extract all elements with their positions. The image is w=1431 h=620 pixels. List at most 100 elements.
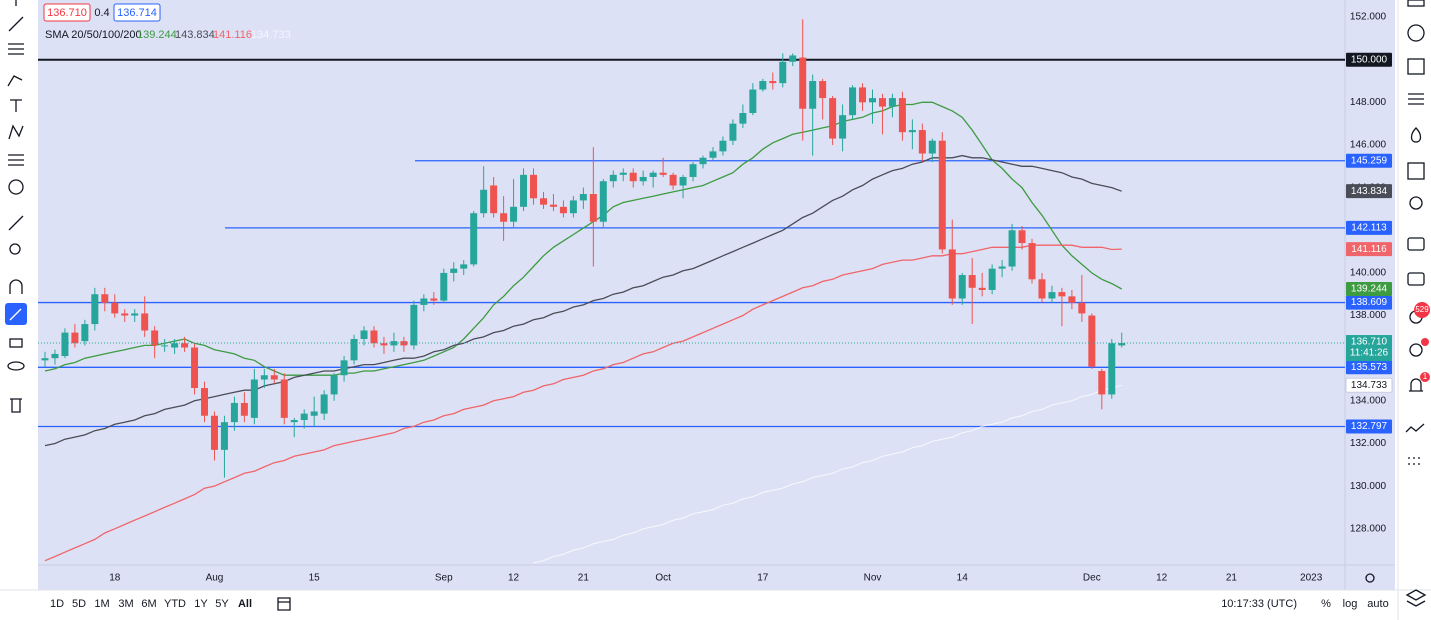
candle-body [639, 176, 647, 182]
tool-trendline[interactable] [8, 16, 24, 32]
indicator-value: 134.733 [251, 29, 291, 41]
candle-body [201, 388, 209, 416]
hline-label: 132.797 [1351, 421, 1388, 432]
candle-body [779, 61, 787, 84]
candle-body [181, 343, 189, 348]
candle-body [649, 172, 657, 177]
hline-label: 142.113 [1351, 222, 1387, 233]
candle-body [1008, 230, 1016, 267]
x-tick-label: Oct [655, 573, 671, 584]
tool-pattern[interactable] [8, 124, 24, 140]
timeframe-button[interactable]: 3M [118, 598, 133, 610]
ask-box[interactable] [113, 3, 161, 22]
tool-text[interactable] [10, 99, 22, 112]
candle-body [789, 55, 797, 62]
candle-body [91, 294, 99, 325]
timeframe-button[interactable]: All [238, 598, 252, 610]
candle-body [400, 341, 408, 346]
side-news[interactable] [1407, 58, 1425, 75]
timeframe-button[interactable]: 5D [72, 598, 86, 610]
side-ideas[interactable] [1409, 196, 1423, 210]
date-range-icon[interactable] [277, 597, 291, 611]
side-hot[interactable] [1410, 127, 1422, 143]
y-tick-label: 138.000 [1350, 310, 1387, 321]
candle-body [131, 313, 139, 316]
indicator-value: 139.244 [137, 29, 177, 41]
bid-box[interactable] [43, 3, 91, 22]
side-calendar[interactable] [1407, 162, 1425, 180]
candle-body [1028, 243, 1036, 280]
candle-body [410, 304, 418, 346]
side-watchlist[interactable] [1407, 0, 1425, 7]
candle-body [101, 294, 109, 303]
ma-label: 141.116 [1351, 244, 1387, 255]
side-list[interactable] [1408, 93, 1424, 105]
candle-body [918, 130, 926, 154]
side-data[interactable] [1408, 457, 1420, 465]
tool-lock-draw[interactable] [9, 308, 22, 321]
candle-body [1118, 343, 1126, 346]
candle-body [799, 57, 807, 109]
candle-body [440, 272, 448, 301]
candle-body [380, 343, 388, 346]
candle-body [849, 87, 857, 116]
side-live[interactable] [1409, 343, 1423, 357]
candle-body [51, 353, 59, 359]
tool-magnet[interactable] [9, 279, 23, 294]
timeframe-button[interactable]: 1D [50, 598, 64, 610]
candle-body [250, 379, 258, 418]
candle-body [968, 275, 976, 288]
last-price-bg [1346, 335, 1392, 362]
ma-label: 134.733 [1351, 380, 1388, 391]
candle-body [71, 332, 79, 344]
timeframe-button[interactable]: 6M [141, 598, 156, 610]
candle-body [300, 413, 308, 421]
candle-body [928, 140, 936, 154]
tool-lock[interactable] [9, 338, 23, 348]
tool-trash[interactable] [10, 398, 22, 413]
x-tick-label: 17 [757, 573, 769, 584]
candle-body [868, 98, 876, 103]
candle-body [430, 298, 438, 301]
side-layers[interactable] [1405, 589, 1427, 607]
tool-zoom[interactable] [9, 243, 21, 255]
timeframe-button[interactable]: 1Y [194, 598, 208, 610]
tool-brush[interactable] [7, 75, 23, 87]
scale-button[interactable]: auto [1367, 598, 1388, 610]
candle-body [978, 287, 986, 290]
candle-body [530, 174, 538, 199]
candle-body [619, 172, 627, 175]
candle-body [111, 302, 119, 314]
tool-icons[interactable] [8, 179, 24, 195]
badge-bg [1414, 302, 1430, 318]
candle-body [938, 140, 946, 250]
candle-body [579, 194, 587, 201]
y-tick-label: 128.000 [1350, 523, 1387, 534]
timeframe-button[interactable]: YTD [164, 598, 186, 610]
x-tick-label: 15 [309, 573, 321, 584]
tool-measure[interactable] [8, 215, 24, 231]
candle-body [819, 81, 827, 99]
side-chats[interactable] [1407, 272, 1425, 286]
scale-button[interactable]: % [1321, 598, 1331, 610]
timeframe-button[interactable]: 5Y [215, 598, 229, 610]
candle-body [829, 98, 837, 139]
tool-forecast[interactable] [8, 154, 24, 166]
side-notifications[interactable] [1409, 378, 1423, 392]
tool-visibility[interactable] [7, 361, 25, 371]
candle-body [609, 174, 617, 182]
badge: 529 [1415, 305, 1429, 314]
timeframe-button[interactable]: 1M [94, 598, 109, 610]
side-trading[interactable] [1405, 423, 1425, 433]
candle-body [61, 332, 69, 357]
candle-body [1068, 296, 1076, 303]
tool-fib[interactable] [8, 43, 24, 55]
scale-button[interactable]: log [1343, 598, 1358, 610]
candle-body [749, 89, 757, 113]
bottom-bar: 1D 5D 1M 3M 6M YTD 1Y 5Y All 10:17:33 (UTC)% log au… [50, 598, 1389, 610]
side-alerts[interactable] [1407, 24, 1425, 42]
side-chat[interactable] [1407, 237, 1425, 251]
right-sidebar [1405, 0, 1427, 607]
settings-icon[interactable] [1365, 573, 1375, 583]
